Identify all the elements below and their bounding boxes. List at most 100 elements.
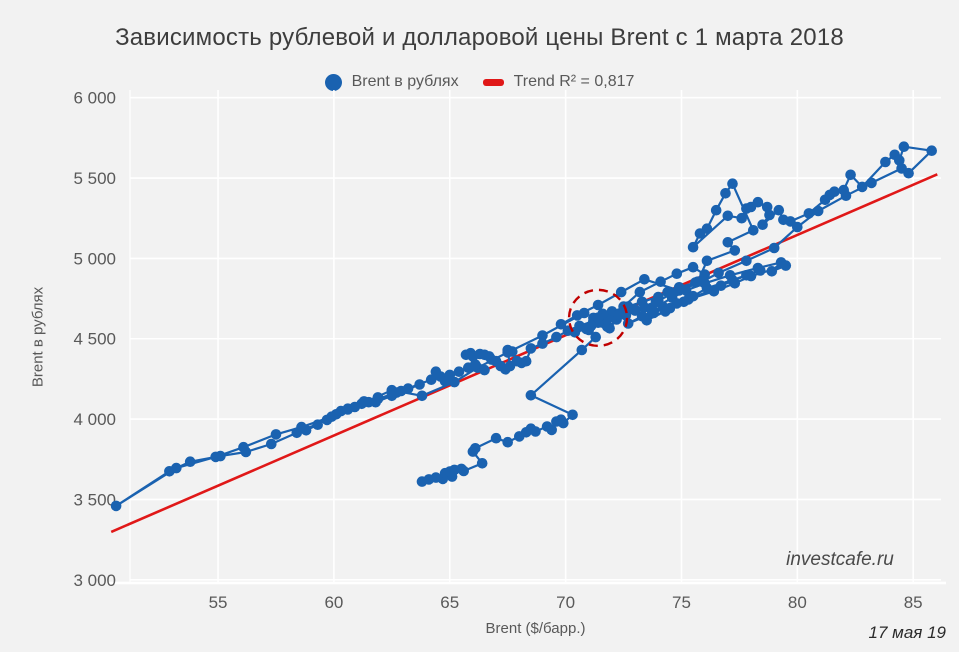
y-tick-label: 3 500 [73,490,116,509]
data-point [845,169,856,181]
data-point [736,212,747,224]
data-point [648,307,659,319]
x-tick-label: 80 [788,593,807,612]
data-point [576,344,588,356]
legend-item-series: Brent в рублях [324,73,459,91]
data-point [270,429,282,440]
data-point [752,196,764,208]
y-tick-label: 3 000 [73,571,116,590]
legend: Brent в рублях Trend R² = 0,817 [0,73,959,91]
data-point [727,274,738,286]
data-point [655,276,666,288]
data-point [578,307,590,319]
annotation-circle [567,288,629,348]
data-point [729,245,741,256]
data-point [687,241,699,253]
data-point [687,261,699,273]
data-point [470,443,481,454]
data-point [896,163,907,174]
data-point [636,296,648,308]
data-point [639,274,650,285]
chart-title: Зависимость рублевой и долларовой цены B… [115,24,844,51]
data-point [581,323,592,335]
data-point [386,390,398,402]
data-point [664,302,676,314]
data-point [829,186,840,197]
data-point [592,299,604,311]
data-point [741,255,752,267]
x-tick-label: 85 [904,593,923,612]
data-point [866,177,877,189]
data-point [673,282,685,293]
y-tick-label: 6 000 [73,89,116,108]
data-point [476,458,488,469]
data-point [551,331,562,343]
data-point [701,255,713,267]
x-tick-label: 75 [672,593,691,612]
data-point [894,155,905,166]
x-tick-label: 60 [324,593,343,612]
data-point [537,338,548,349]
data-point [720,188,731,199]
y-tick-label: 4 500 [73,330,116,349]
data-point [710,204,722,216]
data-point [184,456,196,468]
data-point [792,221,803,233]
data-point [296,421,307,433]
data-point [604,323,615,334]
y-tick-label: 5 500 [73,169,116,188]
data-point [395,385,407,397]
data-point [507,346,518,357]
data-point [727,178,738,189]
data-point [755,265,766,276]
data-point [592,312,604,324]
series-line [114,145,933,507]
data-point [722,237,734,248]
data-point [622,318,634,329]
y-tick-label: 4 000 [73,410,116,429]
data-point [629,304,641,316]
data-point [537,330,548,341]
data-point [370,396,381,408]
data-point [812,205,824,217]
data-point [880,156,891,168]
data-point [898,141,910,152]
data-point [694,228,706,239]
data-point [453,366,465,378]
data-point [761,201,773,213]
data-point [715,280,727,292]
data-point [502,436,513,448]
trend-line [110,173,938,534]
data-point [525,390,537,401]
x-tick-label: 55 [209,593,228,612]
data-point [525,343,537,354]
data-point [490,432,502,444]
data-point [678,296,690,308]
data-point [266,438,277,450]
data-point [546,424,557,436]
data-point [768,242,780,254]
data-point [926,145,937,156]
trend-marker-icon [482,78,504,86]
data-point [690,277,701,288]
data-point [171,462,182,474]
data-point [590,331,601,343]
data-point [470,359,481,370]
data-point [722,210,734,222]
data-point [641,315,652,326]
data-point [666,288,678,300]
data-point [615,286,627,298]
data-point [650,296,662,308]
data-point [326,411,337,423]
data-point [757,219,768,230]
data-point [840,190,852,201]
data-point [210,451,221,463]
legend-series-label: Brent в рублях [351,73,459,90]
x-axis-title: Brent ($/барр.) [485,620,586,637]
data-point [687,290,699,302]
data-point [444,369,456,381]
data-point [713,267,724,279]
data-point [349,401,361,413]
data-point [856,181,868,193]
